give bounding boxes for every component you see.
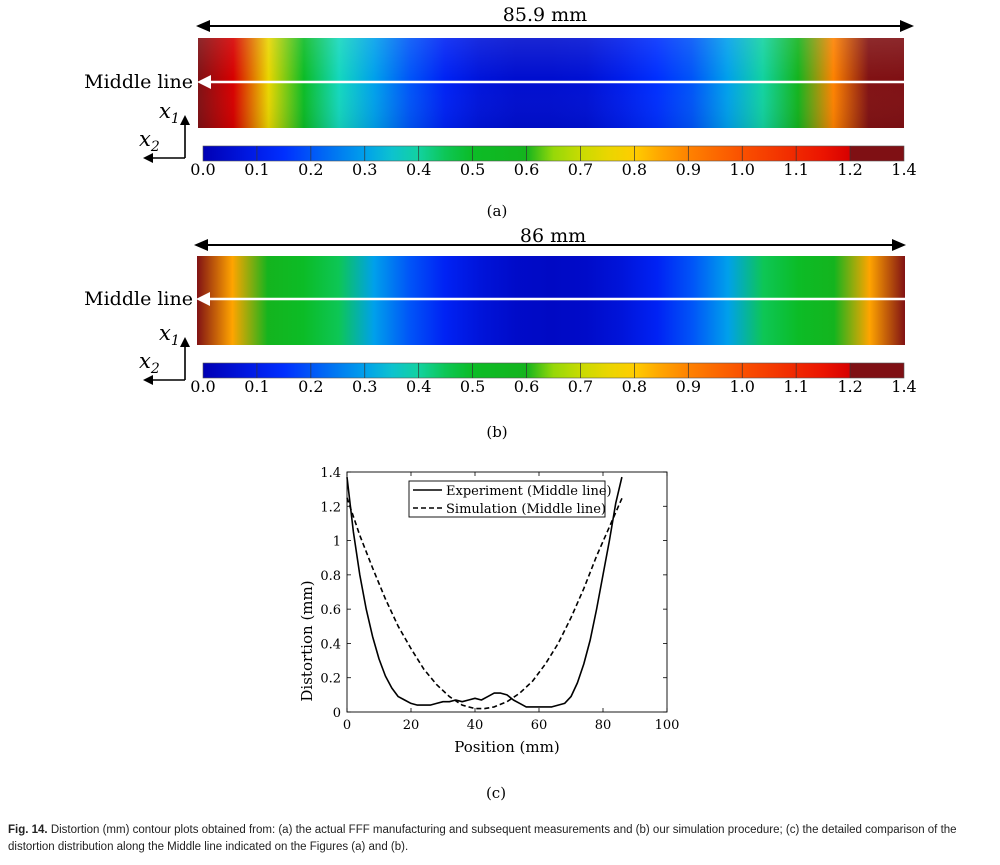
colorbar-tick-label: 0.4 <box>406 377 431 396</box>
dimension-arrow-right-head <box>900 20 914 32</box>
colorbar-tick-label: 0.2 <box>298 160 323 179</box>
y-tick-label: 0.8 <box>320 569 341 584</box>
figure-caption: Fig. 14. Distortion (mm) contour plots o… <box>8 822 992 856</box>
chart-legend: Experiment (Middle line) Simulation (Mid… <box>408 480 612 518</box>
x1-axis-label: x1 <box>159 99 180 127</box>
colorbar-tick-label: 0.7 <box>568 160 593 179</box>
colorbar-tick-label: 1.0 <box>730 377 755 396</box>
chart-series <box>346 476 623 710</box>
legend-label-simulation: Simulation (Middle line) <box>446 502 606 517</box>
colorbar-tick-label: 0.5 <box>460 377 485 396</box>
colorbar-tick-labels: 0.0 0.1 0.2 0.3 0.4 0.5 0.6 0.7 0.8 0.9 1.0 1.1 1.2 1… <box>190 377 916 396</box>
chart-axes: 0 20 40 60 80 100 0 0.2 0.4 0.6 0.8 1 1.2 1.4 <box>320 466 679 733</box>
x-axis-label: Position (mm) <box>454 738 559 756</box>
y-tick-label: 1 <box>333 535 341 550</box>
dimension-label: 86 mm <box>520 225 586 247</box>
x-tick-label: 0 <box>343 718 351 733</box>
figure-caption-text: Distortion (mm) contour plots obtained f… <box>8 824 957 853</box>
y-tick-label: 0 <box>333 706 341 721</box>
dimension-arrow-left-head <box>196 20 210 32</box>
colorbar-tick-label: 0.4 <box>406 160 431 179</box>
panel-sublabel: (c) <box>486 784 506 802</box>
y-tick-label: 1.2 <box>320 500 341 515</box>
y-tick-label: 0.2 <box>320 672 341 687</box>
plot-frame <box>346 471 668 713</box>
legend-box <box>408 480 606 518</box>
colorbar-tick-label: 0.7 <box>568 377 593 396</box>
y-tick-label: 0.6 <box>320 603 341 618</box>
colorbar-tick-label: 0.0 <box>190 160 215 179</box>
x2-axis-label: x2 <box>139 349 160 377</box>
x-tick-label: 20 <box>403 718 420 733</box>
colorbar-tick-label: 0.1 <box>244 160 269 179</box>
colorbar-tick-label: 1.2 <box>837 160 862 179</box>
middle-line-arrowhead <box>197 75 211 89</box>
colorbar-tick-label: 1.0 <box>730 160 755 179</box>
colorbar-tick-label: 0.2 <box>298 377 323 396</box>
colorbar-tick-label: 0.5 <box>460 160 485 179</box>
colorbar-tick-label: 0.8 <box>622 160 647 179</box>
contour-panel-a: 85.9 mm Middle line x1 x2 0.0 0.1 0.2 0.3 0.… <box>84 4 917 220</box>
colorbar-tick-label: 0.3 <box>352 377 377 396</box>
x1-axis-arrowhead <box>180 115 190 125</box>
legend-label-experiment: Experiment (Middle line) <box>446 484 612 499</box>
colorbar-tick-label: 0.1 <box>244 377 269 396</box>
colorbar-tick-label: 1.4 <box>891 377 916 396</box>
x-tick-label: 80 <box>595 718 612 733</box>
middle-line-arrowhead <box>196 292 210 306</box>
figure-label: Fig. 14. <box>8 824 48 836</box>
middle-line-label: Middle line <box>84 288 193 310</box>
x1-axis-arrowhead <box>180 337 190 347</box>
dimension-label: 85.9 mm <box>503 4 587 26</box>
panel-sublabel: (b) <box>486 423 507 441</box>
colorbar-ticks <box>256 146 851 161</box>
colorbar-tick-label: 0.8 <box>622 377 647 396</box>
series-simulation-line <box>346 497 623 710</box>
x2-axis-arrowhead <box>143 375 153 385</box>
panel-sublabel: (a) <box>487 202 508 220</box>
colorbar-tick-label: 1.1 <box>783 160 808 179</box>
colorbar-ticks <box>256 363 851 378</box>
x2-axis-arrowhead <box>143 153 153 163</box>
contour-strip <box>197 256 905 345</box>
x-tick-label: 40 <box>467 718 484 733</box>
dimension-arrow-left-head <box>194 239 208 251</box>
series-experiment-line <box>346 476 623 708</box>
colorbar <box>202 362 905 379</box>
colorbar-tick-label: 1.4 <box>891 160 916 179</box>
x-tick-label: 60 <box>531 718 548 733</box>
middle-line-label: Middle line <box>84 71 193 93</box>
y-axis-label: Distortion (mm) <box>298 580 316 701</box>
x2-axis-label: x2 <box>139 127 160 155</box>
colorbar-tick-label: 0.6 <box>514 377 539 396</box>
colorbar-tick-label: 0.6 <box>514 160 539 179</box>
colorbar-tick-labels: 0.0 0.1 0.2 0.3 0.4 0.5 0.6 0.7 0.8 0.9 1.0 1.1 1.2 1… <box>190 160 916 179</box>
colorbar-tick-label: 1.2 <box>837 377 862 396</box>
distortion-line-chart: 0 20 40 60 80 100 0 0.2 0.4 0.6 0.8 1 1.2 1.4 Experim… <box>298 466 679 802</box>
colorbar-tick-label: 0.9 <box>676 377 701 396</box>
x-tick-label: 100 <box>655 718 680 733</box>
y-tick-label: 1.4 <box>320 466 341 481</box>
y-tick-label: 0.4 <box>320 637 341 652</box>
colorbar <box>202 145 905 162</box>
contour-panel-b: 86 mm Middle line x1 x2 0.0 0.1 0.2 0.3 0.4 0… <box>84 225 917 441</box>
colorbar-tick-label: 0.9 <box>676 160 701 179</box>
colorbar-tick-label: 1.1 <box>783 377 808 396</box>
colorbar-tick-label: 0.3 <box>352 160 377 179</box>
colorbar-tick-label: 0.0 <box>190 377 215 396</box>
dimension-arrow-right-head <box>892 239 906 251</box>
x1-axis-label: x1 <box>159 321 180 349</box>
